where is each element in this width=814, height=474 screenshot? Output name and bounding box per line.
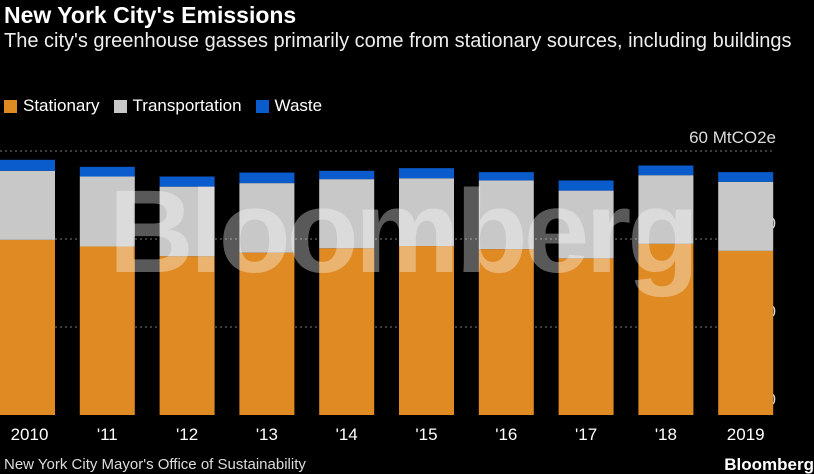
bar-waste <box>399 168 454 179</box>
bar-stationary <box>638 243 694 415</box>
legend-item-transportation: Transportation <box>113 96 242 116</box>
bar-transportation <box>558 190 614 259</box>
bar-waste <box>718 172 774 182</box>
bar-stationary <box>159 256 215 415</box>
bar-transportation <box>79 176 135 247</box>
chart-subtitle: The city's greenhouse gasses primarily c… <box>4 30 792 52</box>
bar-waste <box>0 159 55 171</box>
bar-stationary <box>0 239 55 415</box>
x-tick-label: '14 <box>336 425 358 444</box>
x-tick-label: '18 <box>655 425 677 444</box>
bar-stationary <box>718 250 774 415</box>
bar-transportation <box>0 170 55 240</box>
bar-transportation <box>159 186 215 257</box>
x-tick-label: '15 <box>415 425 437 444</box>
legend-label: Waste <box>274 96 323 115</box>
bar-transportation <box>319 179 375 249</box>
bar-stationary <box>399 246 454 415</box>
bar-stationary <box>319 248 375 415</box>
bar-waste <box>319 170 375 180</box>
x-tick-label: 2019 <box>727 425 765 444</box>
x-tick-label: '17 <box>575 425 597 444</box>
legend: Stationary Transportation Waste <box>4 96 322 116</box>
legend-swatch <box>4 99 17 113</box>
bar-transportation <box>638 175 694 244</box>
legend-item-waste: Waste <box>255 96 323 116</box>
bar-stationary <box>478 249 534 415</box>
x-tick-label: 2010 <box>11 425 49 444</box>
source-note: New York City Mayor's Office of Sustaina… <box>4 456 306 473</box>
legend-label: Transportation <box>132 96 242 115</box>
legend-swatch <box>255 99 269 113</box>
bar-transportation <box>239 183 295 253</box>
watermark: Bloomberg <box>109 166 696 298</box>
legend-swatch <box>113 99 127 113</box>
x-tick-label: '16 <box>495 425 517 444</box>
y-tick-label: 60 MtCO2e <box>689 128 776 147</box>
bar-waste <box>79 166 135 177</box>
chart-title: New York City's Emissions <box>4 2 297 28</box>
x-tick-label: '11 <box>97 425 118 444</box>
bar-stationary <box>239 252 295 415</box>
legend-item-stationary: Stationary <box>4 96 100 116</box>
legend-label: Stationary <box>23 96 100 115</box>
brand-logo: Bloomberg <box>724 455 814 474</box>
bar-stationary <box>79 246 135 415</box>
x-tick-label: '12 <box>176 425 198 444</box>
bar-waste <box>239 172 295 184</box>
bar-transportation <box>478 180 534 250</box>
bar-waste <box>159 176 215 187</box>
bar-transportation <box>399 178 454 247</box>
bar-transportation <box>718 181 774 251</box>
bar-waste <box>478 172 534 181</box>
bar-stationary <box>558 258 614 415</box>
bar-waste <box>638 165 694 176</box>
x-tick-label: '13 <box>256 425 278 444</box>
bar-waste <box>558 180 614 191</box>
